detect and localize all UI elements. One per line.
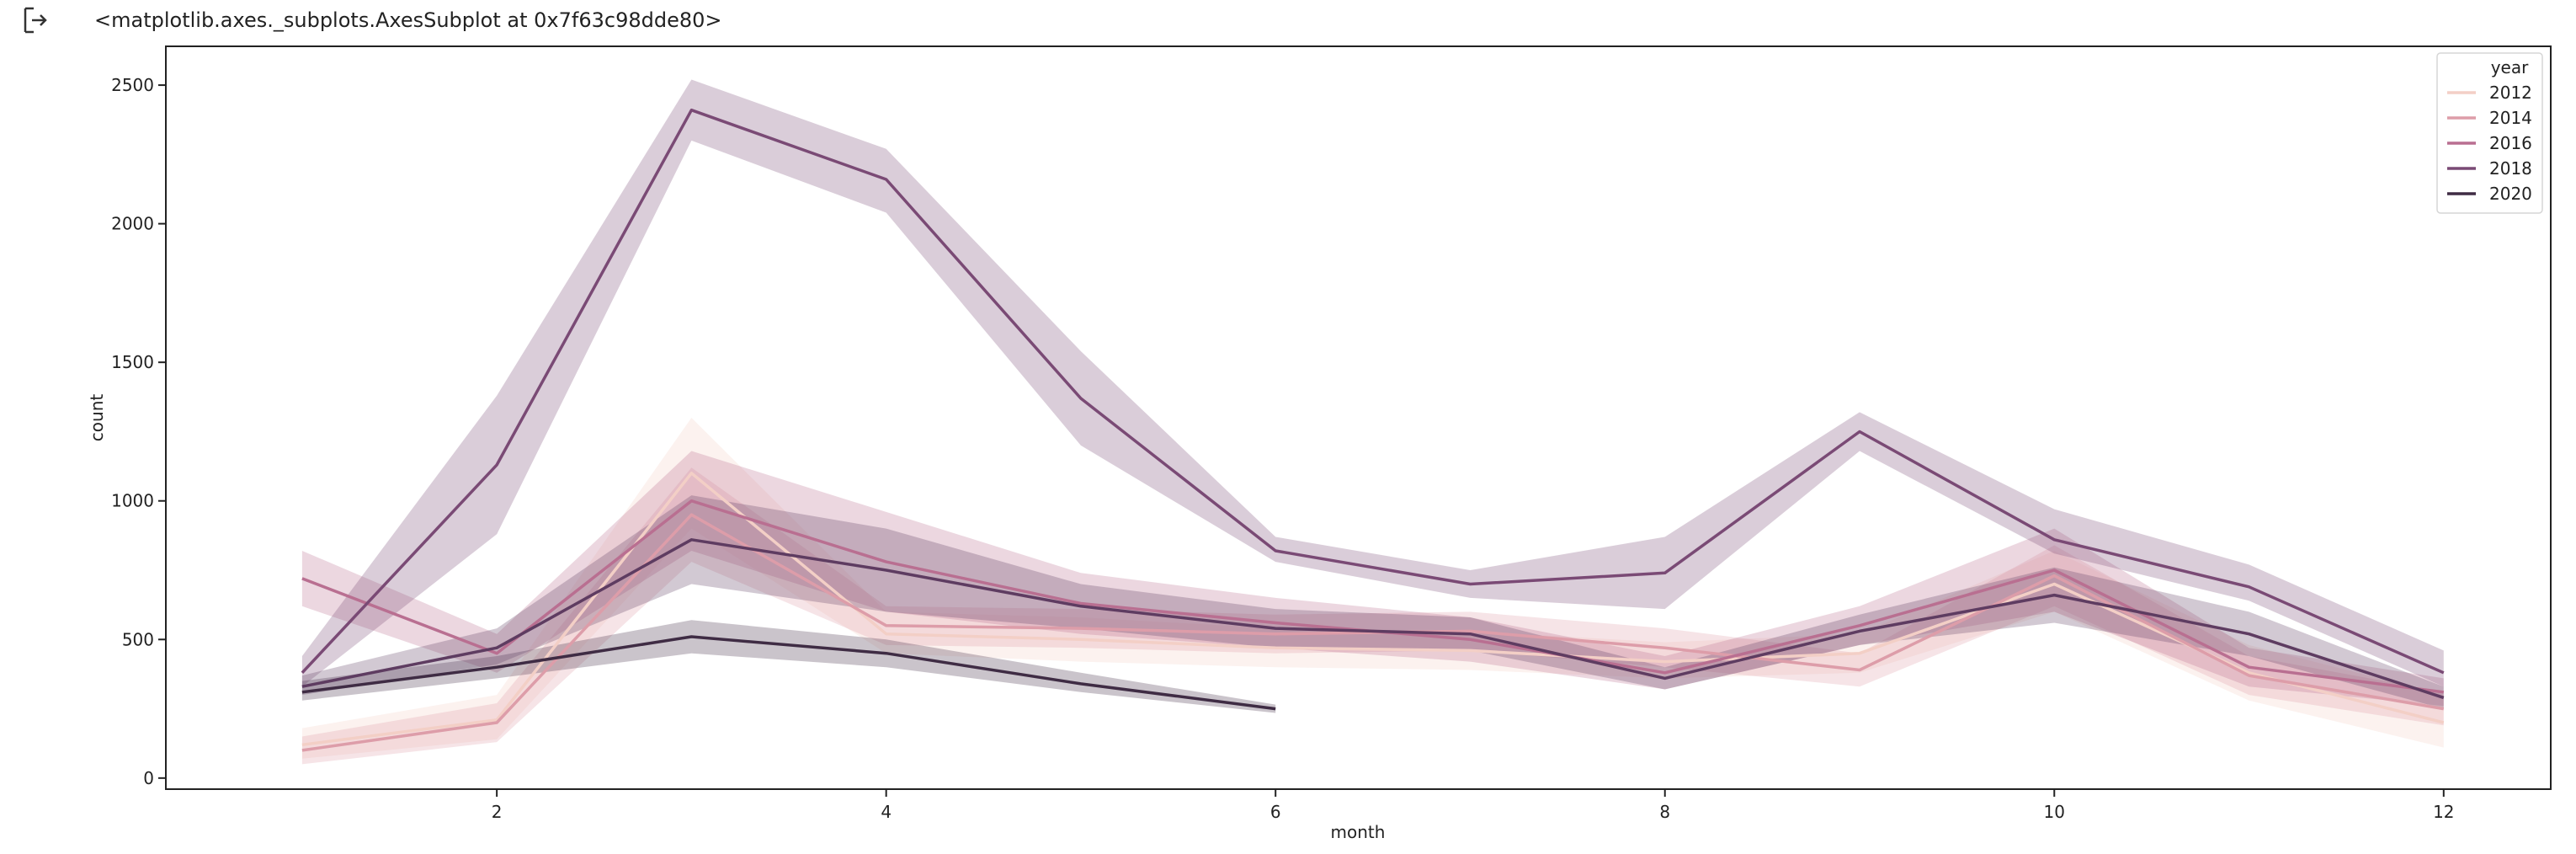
- plot-frame: [165, 45, 2552, 790]
- output-arrow-icon: [24, 7, 47, 34]
- series-lines: [301, 108, 2445, 752]
- y-tick-label: 500: [122, 629, 154, 649]
- y-tick-label: 2500: [111, 75, 154, 95]
- y-axis-ticks: 0 500 1000 1500 2000 2500: [111, 75, 166, 788]
- x-tick-label: 10: [2044, 802, 2065, 822]
- band-series-2018: [301, 79, 2444, 687]
- x-tick-label: 8: [1659, 802, 1670, 822]
- line-series-2020: [301, 635, 1276, 711]
- legend: year 2012 2014 2016 2018 2020: [2436, 52, 2543, 214]
- x-axis-ticks: 2 4 6 8 10 12: [492, 789, 2455, 822]
- y-tick-label: 0: [143, 768, 154, 788]
- band-series-2016: [301, 451, 2444, 707]
- confidence-bands: [301, 79, 2444, 765]
- x-tick-label: 12: [2433, 802, 2454, 822]
- legend-label-2018: 2018: [2489, 158, 2532, 179]
- line-series-2018: [301, 108, 2445, 675]
- x-axis-label: month: [1331, 822, 1386, 842]
- y-tick-label: 1500: [111, 352, 154, 372]
- line-series-6: [301, 538, 2445, 700]
- output-repr-text: <matplotlib.axes._subplots.AxesSubplot a…: [94, 8, 722, 32]
- band-series-2014: [301, 467, 2444, 765]
- line-series-2012: [301, 472, 2445, 747]
- y-axis-label: count: [87, 394, 107, 442]
- y-tick-label: 1000: [111, 491, 154, 511]
- band-series-2012: [301, 418, 2444, 759]
- legend-label-2016: 2016: [2489, 133, 2532, 153]
- cell-output-header: <matplotlib.axes._subplots.AxesSubplot a…: [20, 3, 722, 37]
- legend-label-2014: 2014: [2489, 108, 2532, 128]
- legend-label-2012: 2012: [2489, 83, 2532, 103]
- x-tick-label: 6: [1270, 802, 1281, 822]
- x-tick-label: 4: [881, 802, 891, 822]
- legend-title: year: [2491, 57, 2529, 77]
- x-tick-label: 2: [492, 802, 503, 822]
- y-tick-label: 2000: [111, 214, 154, 234]
- band-series-6: [301, 495, 2444, 709]
- legend-label-2020: 2020: [2489, 184, 2532, 204]
